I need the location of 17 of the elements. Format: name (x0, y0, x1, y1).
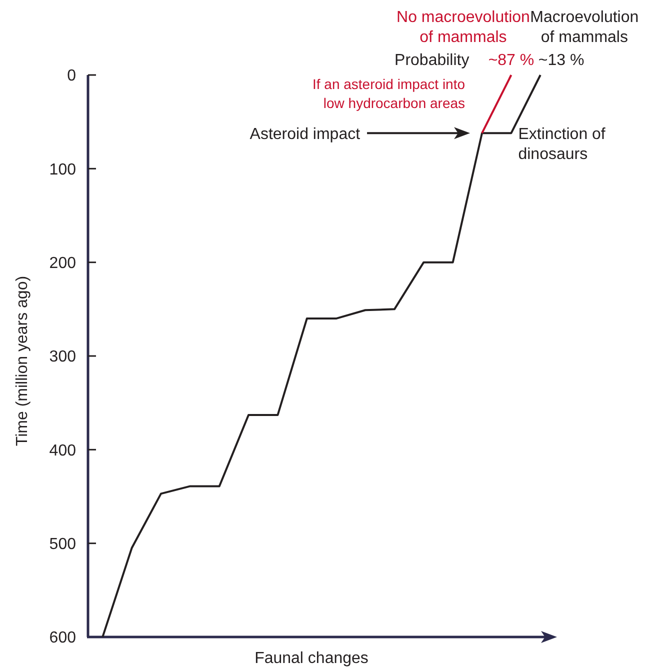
text: ~13 % (538, 52, 584, 69)
y-tick-label: 200 (49, 254, 76, 272)
y-tick-label: 100 (49, 161, 76, 178)
annotation: Extinction of dinosaurs (518, 126, 606, 164)
text: ~87 % (488, 52, 534, 69)
y-axis-title: Time (million years ago) (14, 276, 31, 446)
y-tick-label: 500 (49, 536, 76, 553)
y-tick-label: 0 (67, 68, 76, 85)
series-label: Macroevolution of mammals (530, 9, 639, 46)
annotation: If an asteroid impact into low hydrocarbon areas (312, 76, 466, 112)
text: Probability (394, 52, 470, 69)
y-tick-label: 300 (49, 348, 76, 366)
y-tick-label: 600 (49, 630, 76, 647)
text: No macroevolution of mammals (396, 9, 530, 46)
annotation: Asteroid impact (250, 126, 361, 144)
x-axis-title: Faunal changes (254, 650, 368, 667)
y-tick-label: 400 (49, 442, 76, 460)
